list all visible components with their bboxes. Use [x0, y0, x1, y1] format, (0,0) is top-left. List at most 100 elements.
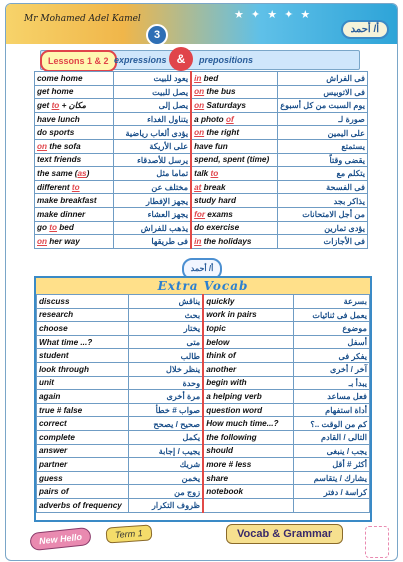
- translation-cell: يجيب / إجابة: [127, 443, 205, 459]
- vocab-cell: again: [36, 389, 129, 404]
- table-row: text friends يرسل للأصدقاء spend, spent (t…: [33, 152, 368, 168]
- table-row: What time ...? متى below أسفل: [36, 334, 371, 350]
- teacher-badge: أ/ أحمد: [340, 20, 389, 39]
- expression-cell: get to + مكان: [33, 98, 115, 113]
- preposition-highlight: to: [49, 223, 58, 233]
- extra-vocab-section: Extra Vocab discuss يناقش quickly بسرعة rese…: [34, 276, 372, 522]
- vocab-cell: adverbs of frequency: [36, 497, 129, 513]
- preposition-highlight: on: [194, 87, 205, 97]
- translation-cell: فى الاتوبيس: [277, 84, 368, 100]
- translation-cell: متى: [127, 334, 205, 350]
- preposition-highlight: to: [71, 182, 80, 192]
- table-row: the same (as) تماما مثل talk to يتكلم مع: [33, 166, 368, 181]
- table-row: choose يختار topic موضوع: [36, 321, 371, 336]
- vocab-cell: look through: [36, 361, 129, 377]
- table-row: adverbs of frequency ظروف التكرار: [36, 497, 371, 513]
- vocab-cell: topic: [202, 321, 294, 336]
- preposition-highlight: in: [194, 236, 202, 246]
- vocab-cell: [202, 497, 294, 513]
- vocab-cell: another: [202, 361, 294, 377]
- translation-cell: على الأريكة: [113, 138, 193, 154]
- lesson-title-bar: Lessons 1 & 2 expressions & prepositions: [40, 47, 360, 72]
- vocab-cell: complete: [36, 429, 129, 445]
- vocab-cell: pairs of: [36, 484, 129, 499]
- table-row: on the sofa على الأريكة have fun يستمتع: [33, 138, 368, 154]
- table-row: do sports يؤدى ألعاب رياضية on the right عل…: [33, 125, 368, 140]
- translation-cell: يناقش: [127, 294, 205, 309]
- expression-cell: the same (as): [33, 166, 115, 181]
- lesson-number-badge: 3: [146, 24, 168, 46]
- vocab-cell: partner: [36, 457, 129, 472]
- preposition-highlight: to: [51, 101, 60, 111]
- translation-cell: يصل إلى: [113, 98, 193, 113]
- translation-cell: بسرعة: [292, 294, 371, 309]
- extra-vocab-title: Extra Vocab: [36, 278, 370, 294]
- vocab-cell: unit: [36, 375, 129, 391]
- table-row: go to bed يذهب للفراش do exercise يؤدى تمار…: [33, 220, 368, 236]
- table-row: look through ينظر خلال another آخر / أخرى: [36, 361, 371, 377]
- prepositions-label: prepositions: [199, 55, 254, 65]
- translation-cell: يجهز الإفطار: [113, 193, 193, 208]
- expressions-label: expressions: [114, 55, 167, 65]
- extra-vocab-table: discuss يناقش quickly بسرعة research بحث work …: [36, 294, 371, 513]
- vocab-cell: correct: [36, 416, 129, 431]
- table-row: have lunch يتناول الغداء a photo of صورة لـ: [33, 111, 368, 127]
- table-row: unit وحدة begin with يبدأ بـ: [36, 375, 371, 391]
- vocab-cell: notebook: [202, 484, 294, 499]
- expression-cell: talk to: [190, 166, 279, 181]
- translation-cell: ينظر خلال: [127, 361, 205, 377]
- translation-cell: مرة أخرى: [127, 389, 205, 404]
- page-header: Mr Mohamed Adel Kamel 3 ★ ✦ ★ ✦ ★ أ/ أحم…: [6, 4, 397, 46]
- translation-cell: يؤدى تمارين: [277, 220, 368, 236]
- expression-cell: do exercise: [190, 220, 279, 236]
- translation-cell: أداة استفهام: [292, 402, 371, 418]
- table-row: student طالب think of يفكر فى: [36, 348, 371, 363]
- translation-cell: طالب: [127, 348, 205, 363]
- worksheet-page: Mr Mohamed Adel Kamel 3 ★ ✦ ★ ✦ ★ أ/ أحم…: [5, 3, 398, 561]
- expression-cell: at break: [190, 179, 279, 195]
- section-badge: Vocab & Grammar: [226, 524, 344, 544]
- expression-cell: do sports: [33, 125, 115, 140]
- translation-cell: يذهب للفراش: [113, 220, 193, 236]
- vocab-cell: work in pairs: [202, 307, 294, 323]
- expressions-table: come home يعود للبيت in bed فى الفراش get ho…: [33, 71, 368, 249]
- watermark-icon: [365, 526, 389, 558]
- expression-cell: make breakfast: [33, 193, 115, 208]
- translation-cell: فى الأجازات: [277, 234, 368, 249]
- author-name: Mr Mohamed Adel Kamel: [24, 14, 141, 24]
- translation-cell: يعمل فى ثنائيات: [292, 307, 371, 323]
- vocab-cell: choose: [36, 321, 129, 336]
- expression-cell: go to bed: [33, 220, 115, 236]
- expression-cell: on the right: [190, 125, 279, 140]
- preposition-highlight: as: [77, 168, 87, 178]
- table-row: make breakfast يجهز الإفطار study hard يذاك…: [33, 193, 368, 208]
- translation-cell: فعل مساعد: [292, 389, 371, 404]
- table-row: again مرة أخرى a helping verb فعل مساعد: [36, 389, 371, 404]
- table-row: get home يصل للبيت on the bus فى الاتوبيس: [33, 84, 368, 100]
- translation-cell: صحيح / يصحح: [127, 416, 205, 431]
- vocab-cell: more # less: [202, 457, 294, 472]
- translation-cell: يجب / ينبغى: [292, 443, 371, 459]
- table-row: discuss يناقش quickly بسرعة: [36, 294, 371, 309]
- translation-cell: يفكر فى: [292, 348, 371, 363]
- table-row: correct صحيح / يصحح How much time...? كم من…: [36, 416, 371, 431]
- table-row: partner شريك more # less أكثر # أقل: [36, 457, 371, 472]
- translation-cell: كم من الوقت ..؟: [292, 416, 371, 431]
- preposition-highlight: on: [194, 100, 205, 110]
- table-row: come home يعود للبيت in bed فى الفراش: [33, 71, 368, 86]
- vocab-cell: a helping verb: [202, 389, 294, 404]
- table-row: complete يكمل the following التالى / القادم: [36, 429, 371, 445]
- expression-cell: a photo of: [190, 111, 279, 127]
- translation-cell: يقضى وقتاً: [277, 152, 368, 168]
- vocab-cell: student: [36, 348, 129, 363]
- expression-cell: come home: [33, 71, 115, 86]
- vocab-cell: the following: [202, 429, 294, 445]
- translation-cell: التالى / القادم: [292, 429, 371, 445]
- vocab-cell: What time ...?: [36, 334, 129, 350]
- vocab-cell: answer: [36, 443, 129, 459]
- vocab-cell: How much time...?: [202, 416, 294, 431]
- translation-cell: يبدأ بـ: [292, 375, 371, 391]
- vocab-cell: share: [202, 470, 294, 486]
- translation-cell: [292, 497, 371, 513]
- translation-cell: يعود للبيت: [113, 71, 193, 86]
